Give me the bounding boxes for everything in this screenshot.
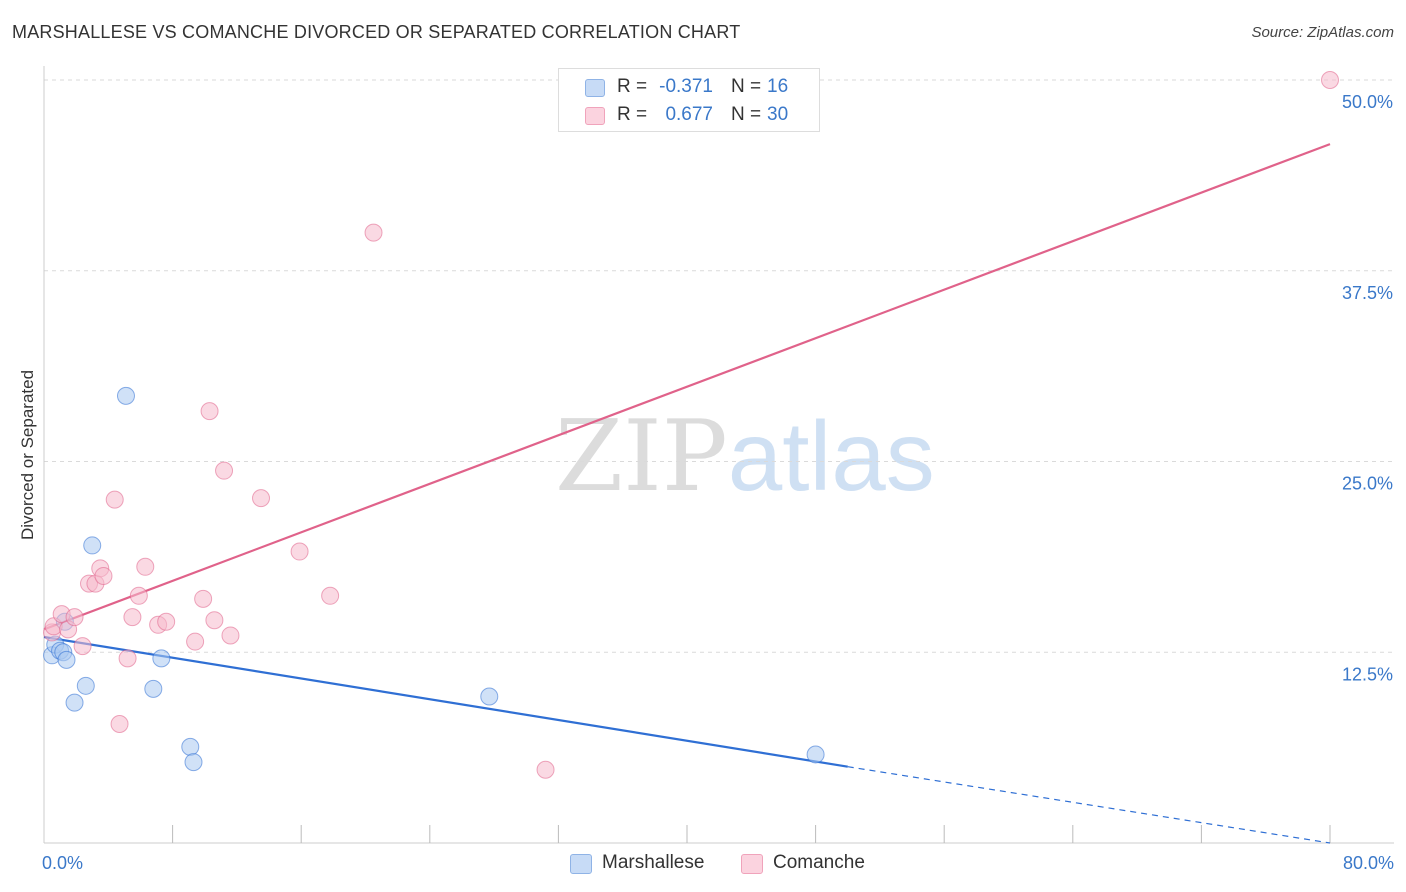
r-value: 0.677 [665,104,713,125]
n-label: N = [731,104,762,125]
data-point-comanche [118,649,137,668]
stats-row-comanche: R = 0.677 N = 30 [559,101,819,129]
x-tick-label-min: 0.0% [42,853,84,873]
data-point-comanche [321,586,340,605]
y-tick-labels: 12.5% 25.0% 37.5% 50.0% [1342,92,1393,684]
data-point-comanche [157,612,176,631]
chart-title: MARSHALLESE VS COMANCHE DIVORCED OR SEPA… [12,22,741,42]
r-label: R = [617,76,648,97]
comanche-legend-swatch [741,854,763,874]
data-point-comanche [200,402,219,421]
n-label: N = [731,76,762,97]
marshallese-swatch [585,79,605,97]
data-point-comanche [215,461,234,480]
n-value: 16 [767,76,789,97]
data-point-comanche [290,542,309,561]
data-point-comanche [364,223,383,242]
data-point-comanche [129,586,148,605]
trend-layer [43,143,1331,844]
data-point-comanche [252,489,271,508]
comanche-swatch [585,107,605,125]
y-tick-label: 50.0% [1342,92,1393,112]
data-point-comanche [136,557,155,576]
trend-line-comanche [43,143,1331,631]
r-label: R = [617,104,648,125]
r-value: -0.371 [659,76,713,97]
point-layer [43,71,1339,779]
data-point-marshallese [116,386,135,405]
data-point-marshallese [480,687,499,706]
data-point-marshallese [65,693,84,712]
watermark-atlas: atlas [727,401,935,511]
trend-line-marshallese [43,635,848,768]
data-point-comanche [205,611,224,630]
data-point-comanche [94,566,113,585]
stats-row-marshallese: R = -0.371 N = 16 [559,73,819,101]
watermark: ZIPatlas [555,400,935,514]
legend-label-comanche: Comanche [773,852,865,873]
y-tick-label: 37.5% [1342,283,1393,303]
x-tick-label-max: 80.0% [1342,853,1394,873]
data-point-marshallese [57,650,76,669]
data-point-comanche [110,714,129,733]
y-tick-label: 25.0% [1342,474,1393,494]
y-tick-label: 12.5% [1342,664,1393,684]
data-point-comanche [186,632,205,651]
data-point-marshallese [144,679,163,698]
legend-label-marshallese: Marshallese [602,852,705,873]
data-point-marshallese [83,536,102,555]
data-point-comanche [65,608,84,627]
data-point-marshallese [806,745,825,764]
data-point-marshallese [76,676,95,695]
axis-layer [43,66,1394,844]
grid-layer [44,79,1394,653]
data-point-comanche [536,760,555,779]
data-point-comanche [221,626,240,645]
data-point-comanche [123,608,142,627]
data-point-comanche [1321,71,1339,89]
trend-line-extension-marshallese [847,766,1331,844]
source-label: Source: ZipAtlas.com [1251,24,1394,41]
stats-legend: R = -0.371 N = 16 R = 0.677 N = 30 [558,68,820,132]
data-point-marshallese [152,649,171,668]
n-value: 30 [767,104,789,125]
watermark-zip: ZIP [555,400,728,514]
data-point-marshallese [181,737,200,756]
marshallese-legend-swatch [570,854,592,874]
data-point-comanche [105,490,124,509]
data-point-comanche [73,637,92,656]
data-point-marshallese [184,753,203,772]
data-point-comanche [194,589,213,608]
